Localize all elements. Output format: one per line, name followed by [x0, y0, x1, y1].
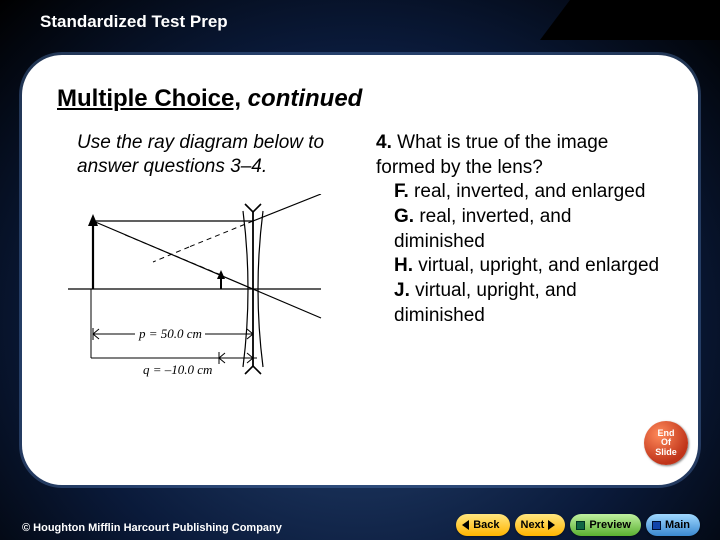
choice-text: real, inverted, and enlarged	[409, 181, 646, 202]
copyright-footer: © Houghton Mifflin Harcourt Publishing C…	[22, 522, 282, 534]
main-label: Main	[665, 519, 690, 531]
back-button[interactable]: Back	[456, 514, 509, 536]
back-label: Back	[473, 519, 499, 531]
instruction-text: Use the ray diagram below to answer ques…	[77, 131, 350, 179]
end-of-slide-badge: End Of Slide	[644, 421, 688, 465]
choice-row: J. virtual, upright, and diminished	[394, 279, 663, 328]
question-stem: What is true of the image formed by the …	[376, 132, 608, 178]
title-main: Multiple Choice,	[57, 85, 241, 112]
title-italic: continued	[241, 85, 362, 112]
choice-letter: F.	[394, 181, 409, 202]
slide-title: Multiple Choice, continued	[57, 85, 663, 113]
p-label: p = 50.0 cm	[138, 326, 202, 341]
choice-row: G. real, inverted, and diminished	[394, 205, 663, 254]
main-button[interactable]: Main	[646, 514, 700, 536]
choice-row: H. virtual, upright, and enlarged	[394, 254, 663, 279]
choice-text: real, inverted, and diminished	[394, 206, 571, 252]
q-label: q = –10.0 cm	[143, 362, 212, 377]
right-column: 4. What is true of the image formed by t…	[370, 131, 663, 389]
ray-diagram: p = 50.0 cm q = –10.0 cm	[63, 194, 323, 389]
question-block: 4. What is true of the image formed by t…	[376, 131, 663, 329]
corner-decoration	[540, 0, 720, 40]
arrow-left-icon	[462, 520, 469, 530]
columns: Use the ray diagram below to answer ques…	[57, 131, 663, 389]
page-header: Standardized Test Prep	[40, 12, 228, 32]
preview-label: Preview	[589, 519, 631, 531]
end-line3: Slide	[655, 448, 677, 457]
content-panel: Multiple Choice, continued Use the ray d…	[22, 55, 698, 485]
choice-row: F. real, inverted, and enlarged	[394, 180, 663, 205]
question-number: 4.	[376, 132, 392, 153]
main-icon	[652, 521, 661, 530]
preview-icon	[576, 521, 585, 530]
choice-text: virtual, upright, and diminished	[394, 280, 577, 326]
next-button[interactable]: Next	[515, 514, 566, 536]
choice-letter: J.	[394, 280, 410, 301]
left-column: Use the ray diagram below to answer ques…	[57, 131, 350, 389]
arrow-right-icon	[548, 520, 555, 530]
choice-letter: H.	[394, 255, 413, 276]
choice-text: virtual, upright, and enlarged	[413, 255, 659, 276]
preview-button[interactable]: Preview	[570, 514, 641, 536]
next-label: Next	[521, 519, 545, 531]
choice-letter: G.	[394, 206, 414, 227]
nav-bar: Back Next Preview Main	[456, 514, 700, 536]
